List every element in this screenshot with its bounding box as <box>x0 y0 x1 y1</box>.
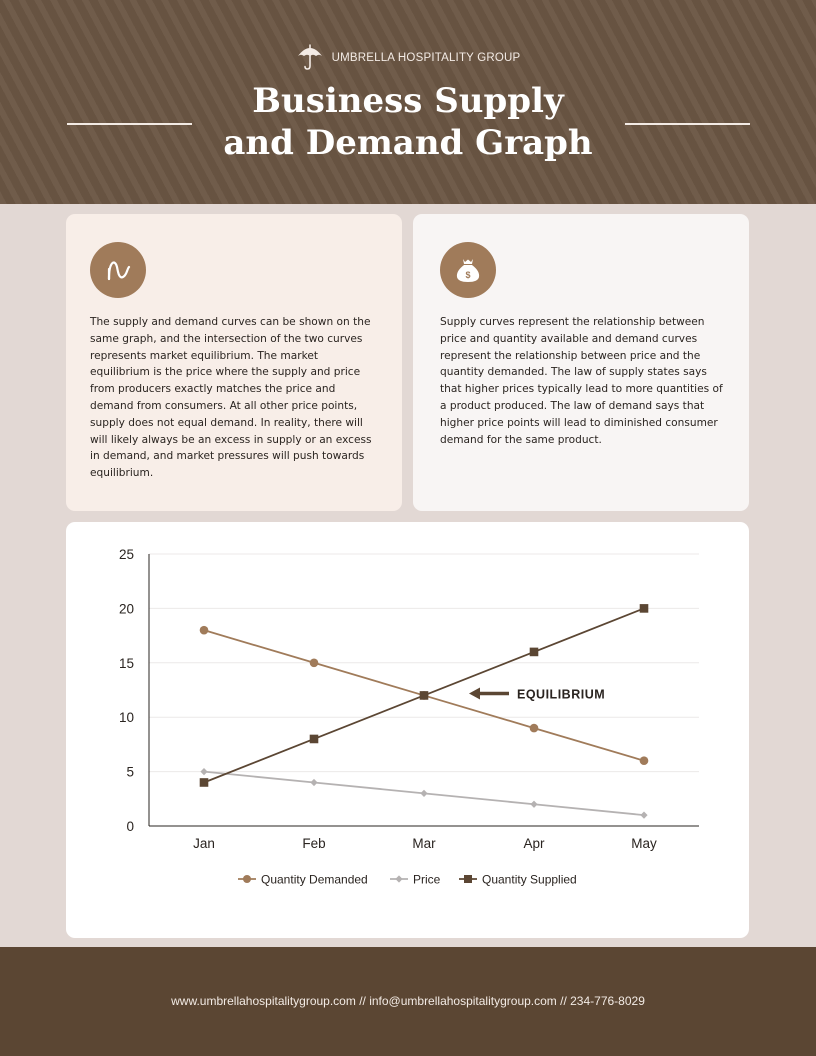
header-banner: UMBRELLA HOSPITALITY GROUP Business Supp… <box>0 0 816 204</box>
data-point-price <box>420 789 428 797</box>
page-title: Business Supply and Demand Graph <box>0 80 816 164</box>
title-rule-left <box>67 123 192 125</box>
umbrella-icon <box>296 42 324 74</box>
data-point-quantity-demanded <box>199 625 209 635</box>
x-tick-label: Apr <box>523 836 545 851</box>
x-tick-label: Jan <box>193 836 215 851</box>
annotation-label: EQUILIBRIUM <box>517 687 605 701</box>
y-tick-label: 25 <box>119 547 134 562</box>
legend-marker-price <box>395 875 403 883</box>
title-line-2: and Demand Graph <box>223 123 593 163</box>
data-point-quantity-supplied <box>639 604 649 613</box>
y-tick-label: 5 <box>126 765 134 780</box>
svg-text:$: $ <box>465 270 470 280</box>
card-text: The supply and demand curves can be show… <box>90 316 372 480</box>
card-text: Supply curves represent the relationship… <box>440 316 723 446</box>
legend-marker-quantity-supplied <box>464 875 472 883</box>
y-tick-label: 10 <box>119 710 134 725</box>
annotation-arrow-head <box>469 687 480 700</box>
brand-name: UMBRELLA HOSPITALITY GROUP <box>331 52 521 64</box>
x-tick-label: Mar <box>412 836 436 851</box>
info-card-laws: $ Supply curves represent the relationsh… <box>413 214 749 511</box>
title-rule-right <box>625 123 750 125</box>
title-line-1: Business Supply <box>252 81 564 121</box>
data-point-quantity-supplied <box>309 734 319 744</box>
x-tick-label: May <box>631 836 657 851</box>
y-tick-label: 15 <box>119 656 134 671</box>
money-bag-icon: $ <box>440 242 496 298</box>
footer: www.umbrellahospitalitygroup.com // info… <box>0 947 816 1056</box>
y-tick-label: 0 <box>126 819 134 834</box>
wave-curve-icon <box>90 242 146 298</box>
footer-contact: www.umbrellahospitalitygroup.com // info… <box>171 994 645 1008</box>
data-point-price <box>200 768 208 776</box>
chart-card: 0 5 10 15 20 25 Jan Feb Mar Apr May EQUILIBRIUM Quan… <box>66 522 749 938</box>
data-point-price <box>310 778 318 787</box>
legend-label-quantity-demanded: Quantity Demanded <box>261 873 368 887</box>
y-tick-label: 20 <box>119 601 134 616</box>
supply-demand-chart: 0 5 10 15 20 25 Jan Feb Mar Apr May EQUILIBRIUM Quan… <box>119 547 699 887</box>
data-point-quantity-supplied <box>419 691 429 700</box>
data-point-quantity-demanded <box>639 756 649 766</box>
x-tick-label: Feb <box>302 836 325 851</box>
info-card-equilibrium: The supply and demand curves can be show… <box>66 214 402 511</box>
data-point-quantity-supplied <box>529 647 539 657</box>
data-point-quantity-demanded <box>529 723 539 733</box>
legend-label-quantity-supplied: Quantity Supplied <box>482 873 577 887</box>
legend-label-price: Price <box>413 873 441 887</box>
legend-marker-quantity-demanded <box>243 875 251 883</box>
data-point-quantity-demanded <box>309 658 319 668</box>
brand: UMBRELLA HOSPITALITY GROUP <box>0 42 816 74</box>
data-point-price <box>530 800 538 808</box>
data-point-quantity-supplied <box>199 778 209 787</box>
data-point-price <box>640 811 648 819</box>
